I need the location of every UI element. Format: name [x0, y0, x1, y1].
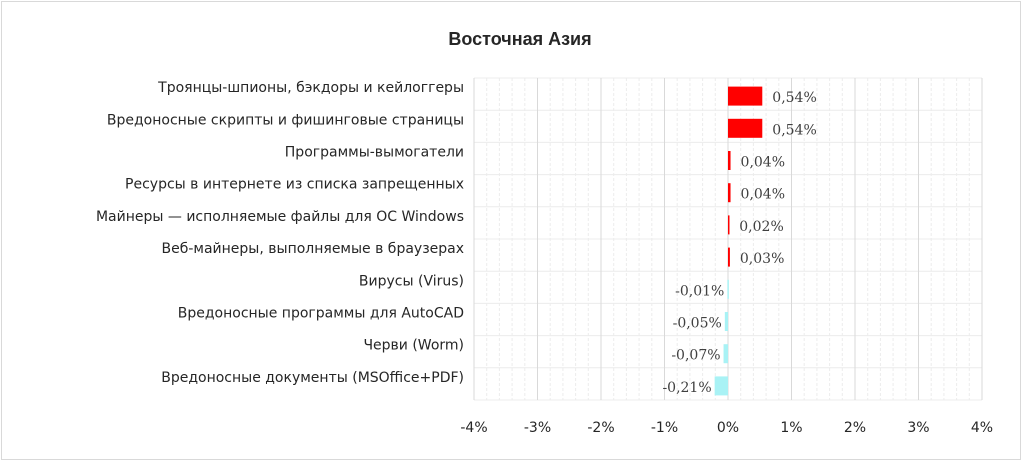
category-label: Вредоносные документы (MSOffice+PDF)	[161, 370, 464, 386]
grid	[473, 77, 983, 401]
bars	[714, 86, 763, 396]
category-label: Вредоносные программы для AutoCAD	[178, 306, 464, 322]
bar	[727, 279, 729, 299]
category-labels: Троянцы-шпионы, бэкдоры и кейлоггеры Вред…	[96, 80, 464, 386]
x-tick-label: 3%	[907, 420, 929, 436]
bar	[728, 183, 731, 203]
x-tick-label: 1%	[780, 420, 802, 436]
data-label: -0,01%	[675, 283, 724, 299]
x-tick-label: 4%	[971, 420, 993, 436]
bar	[728, 86, 763, 106]
category-label: Вирусы (Virus)	[359, 273, 464, 289]
data-label: 0,54%	[772, 90, 816, 106]
data-label: 0,04%	[741, 155, 785, 171]
chart-title: Восточная Азия	[448, 29, 591, 49]
category-label: Ресурсы в интернете из списка запрещенны…	[125, 177, 464, 193]
data-label: 0,03%	[740, 251, 784, 267]
category-label: Программы-вымогатели	[285, 145, 464, 161]
data-label: 0,02%	[739, 219, 783, 235]
category-label: Майнеры — исполняемые файлы для ОС Windo…	[96, 209, 464, 225]
x-tick-label: -3%	[524, 420, 551, 436]
x-tick-label: 0%	[717, 420, 739, 436]
bar	[723, 344, 728, 364]
data-label: -0,05%	[673, 316, 722, 332]
bar	[728, 118, 763, 138]
category-label: Веб-майнеры, выполняемые в браузерах	[162, 241, 464, 257]
category-label: Троянцы-шпионы, бэкдоры и кейлоггеры	[157, 80, 464, 96]
x-axis-ticks: -4% -3% -2% -1% 0% 1% 2% 3% 4%	[460, 420, 993, 436]
data-label: 0,54%	[772, 122, 816, 138]
x-tick-label: -1%	[651, 420, 678, 436]
x-tick-label: -2%	[587, 420, 614, 436]
data-label: -0,21%	[662, 380, 711, 396]
data-label: -0,07%	[671, 348, 720, 364]
bar	[724, 312, 728, 331]
category-label: Вредоносные скрипты и фишинговые страниц…	[107, 112, 464, 128]
bar	[728, 151, 731, 170]
bar	[728, 247, 730, 267]
bar	[714, 376, 728, 396]
x-tick-label: -4%	[460, 420, 487, 436]
x-tick-label: 2%	[844, 420, 866, 436]
data-labels: 0,54% 0,54% 0,04% 0,04% 0,02% 0,03% -0,01% -0,0…	[662, 90, 816, 396]
category-label: Черви (Worm)	[363, 338, 464, 354]
bar	[728, 215, 730, 235]
data-label: 0,04%	[741, 187, 785, 203]
